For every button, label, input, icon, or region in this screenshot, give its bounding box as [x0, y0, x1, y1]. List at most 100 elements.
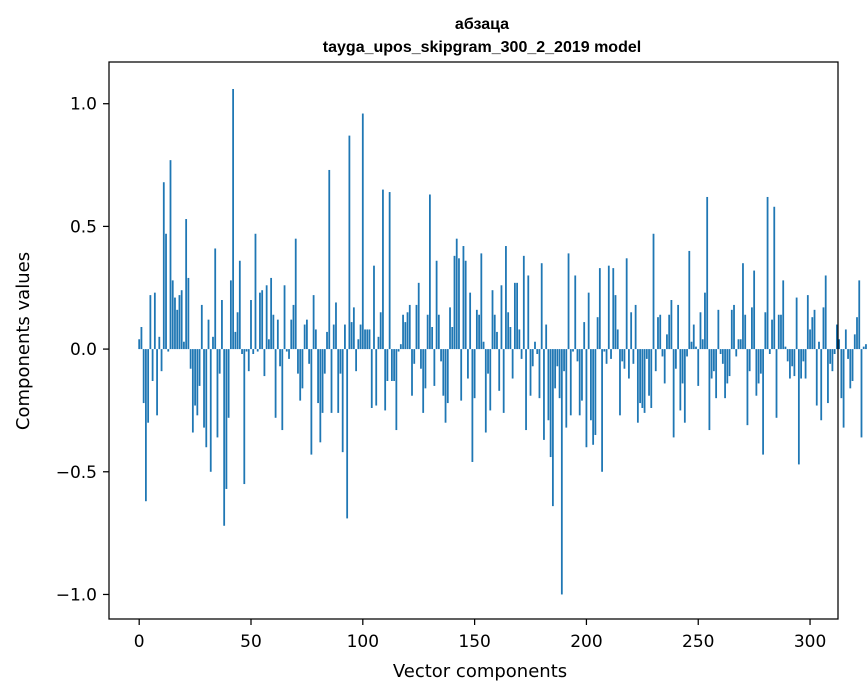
y-tick-label: 1.0	[70, 95, 97, 115]
y-tick-label: 0.5	[70, 217, 97, 237]
bar	[176, 309, 179, 350]
bar	[527, 275, 530, 350]
bar	[768, 349, 771, 354]
bar	[243, 349, 246, 485]
bar	[227, 349, 230, 418]
bar	[169, 160, 172, 350]
bar	[735, 349, 738, 357]
bar	[147, 349, 150, 423]
bar	[844, 329, 847, 350]
bar	[426, 314, 429, 350]
bar	[411, 349, 413, 396]
bar	[285, 349, 288, 352]
bar	[355, 349, 357, 372]
bar	[214, 248, 217, 350]
bar	[174, 297, 176, 350]
bar	[614, 295, 617, 350]
bar	[444, 349, 447, 423]
bar	[704, 292, 706, 350]
bar	[576, 349, 579, 362]
bar	[424, 349, 427, 389]
bar	[813, 309, 816, 350]
bar	[312, 295, 315, 350]
bar	[471, 349, 474, 462]
bar	[679, 349, 682, 411]
bar	[516, 282, 518, 350]
bar	[853, 334, 856, 350]
bar	[683, 349, 686, 423]
bar	[621, 349, 624, 362]
bar	[221, 300, 223, 350]
bar	[701, 339, 704, 350]
bar	[337, 349, 340, 413]
bar	[153, 292, 156, 350]
bar	[670, 300, 673, 350]
bar	[719, 349, 722, 354]
bar	[185, 219, 188, 350]
bar	[267, 339, 270, 350]
bar	[681, 349, 684, 384]
bar	[274, 349, 277, 418]
bar	[762, 349, 764, 455]
bar	[162, 182, 165, 350]
bar	[245, 349, 248, 352]
bar	[842, 349, 845, 428]
bar	[218, 349, 221, 374]
bar	[232, 88, 234, 350]
bar	[480, 253, 483, 350]
bar	[236, 312, 239, 350]
bar	[467, 349, 469, 379]
bar	[860, 349, 863, 438]
bar	[520, 349, 523, 359]
bar	[717, 309, 720, 350]
bar	[464, 260, 467, 350]
bar	[811, 317, 814, 350]
bar	[751, 307, 753, 350]
bar	[686, 349, 688, 357]
bar	[314, 329, 317, 350]
bar	[379, 312, 382, 350]
bar	[145, 349, 147, 502]
bar	[496, 331, 498, 350]
bar	[623, 349, 626, 369]
bar	[198, 349, 201, 386]
bar	[706, 196, 709, 350]
bar	[616, 329, 619, 350]
bar	[607, 265, 610, 350]
bar	[793, 349, 796, 377]
bar	[634, 304, 637, 350]
bar	[786, 349, 789, 362]
bar	[310, 349, 313, 455]
bar	[733, 304, 735, 350]
bar	[256, 349, 259, 352]
bar	[578, 349, 581, 416]
bar	[180, 290, 183, 350]
bar	[549, 349, 552, 458]
bar	[677, 304, 680, 350]
bar	[657, 317, 659, 350]
bar	[554, 349, 557, 389]
bar	[567, 253, 570, 350]
x-tick-label: 100	[347, 632, 379, 652]
bar	[695, 346, 697, 350]
bar	[332, 324, 335, 350]
bar	[502, 349, 505, 413]
y-tick-label: −0.5	[56, 463, 97, 483]
bar	[297, 349, 299, 374]
bar	[290, 319, 293, 350]
bar	[838, 339, 841, 350]
bar	[346, 349, 349, 519]
bar	[339, 349, 342, 374]
bar	[142, 349, 145, 404]
bar	[478, 314, 480, 350]
bar	[350, 322, 353, 350]
bar	[856, 317, 858, 350]
bar	[422, 349, 425, 413]
bar	[744, 314, 747, 350]
bar	[585, 349, 588, 448]
bar	[831, 349, 834, 372]
bar	[165, 233, 167, 350]
plot-frame	[108, 61, 839, 620]
bar	[250, 300, 252, 350]
bar	[200, 304, 203, 350]
